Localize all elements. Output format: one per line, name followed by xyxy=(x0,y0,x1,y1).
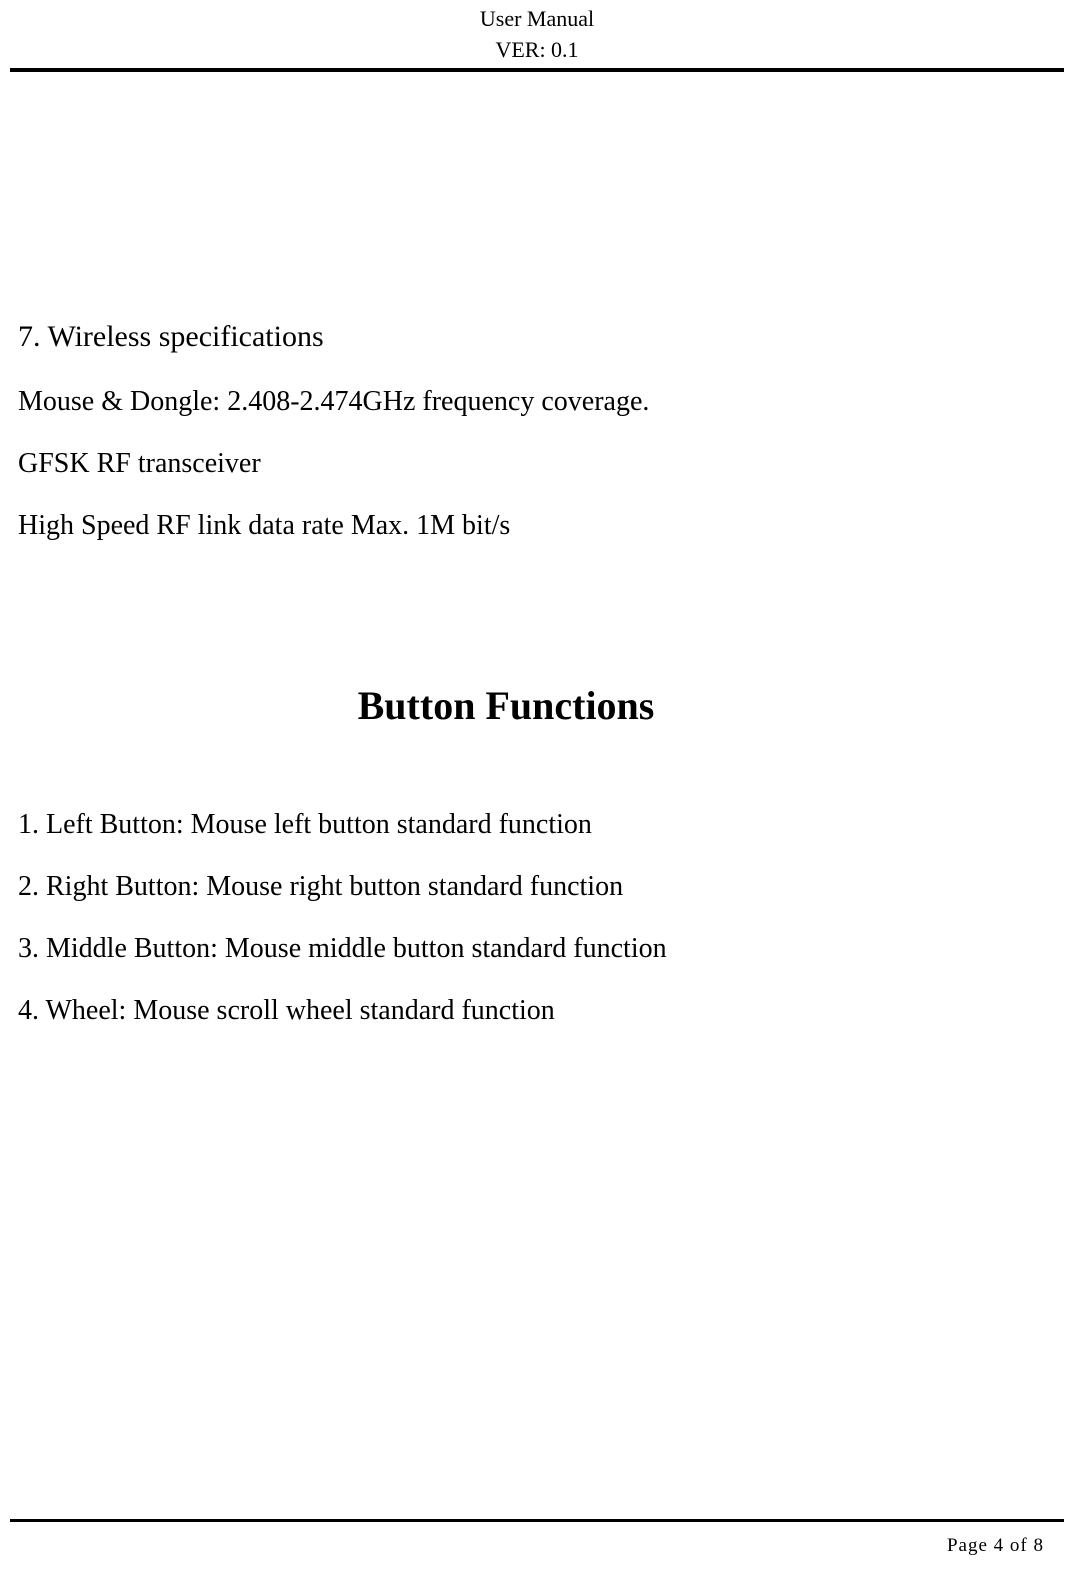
wireless-spec-line-1: Mouse & Dongle: 2.408-2.474GHz frequency… xyxy=(18,386,994,418)
page-footer: Page 4 of 8 xyxy=(947,1535,1044,1557)
header-title: User Manual xyxy=(0,5,1074,34)
function-line-2: 2. Right Button: Mouse right button stan… xyxy=(18,871,994,903)
page-content: 7. Wireless specifications Mouse & Dongl… xyxy=(18,320,994,1057)
function-line-3: 3. Middle Button: Mouse middle button st… xyxy=(18,933,994,965)
top-horizontal-rule xyxy=(10,68,1064,72)
page-header: User Manual VER: 0.1 xyxy=(0,5,1074,64)
function-line-4: 4. Wheel: Mouse scroll wheel standard fu… xyxy=(18,995,994,1027)
bottom-horizontal-rule xyxy=(10,1519,1064,1522)
section-title-button-functions: Button Functions xyxy=(18,682,994,729)
wireless-spec-line-2: GFSK RF transceiver xyxy=(18,448,994,480)
wireless-spec-heading: 7. Wireless specifications xyxy=(18,320,994,354)
header-version: VER: 0.1 xyxy=(0,36,1074,65)
wireless-spec-line-3: High Speed RF link data rate Max. 1M bit… xyxy=(18,510,994,542)
function-line-1: 1. Left Button: Mouse left button standa… xyxy=(18,809,994,841)
